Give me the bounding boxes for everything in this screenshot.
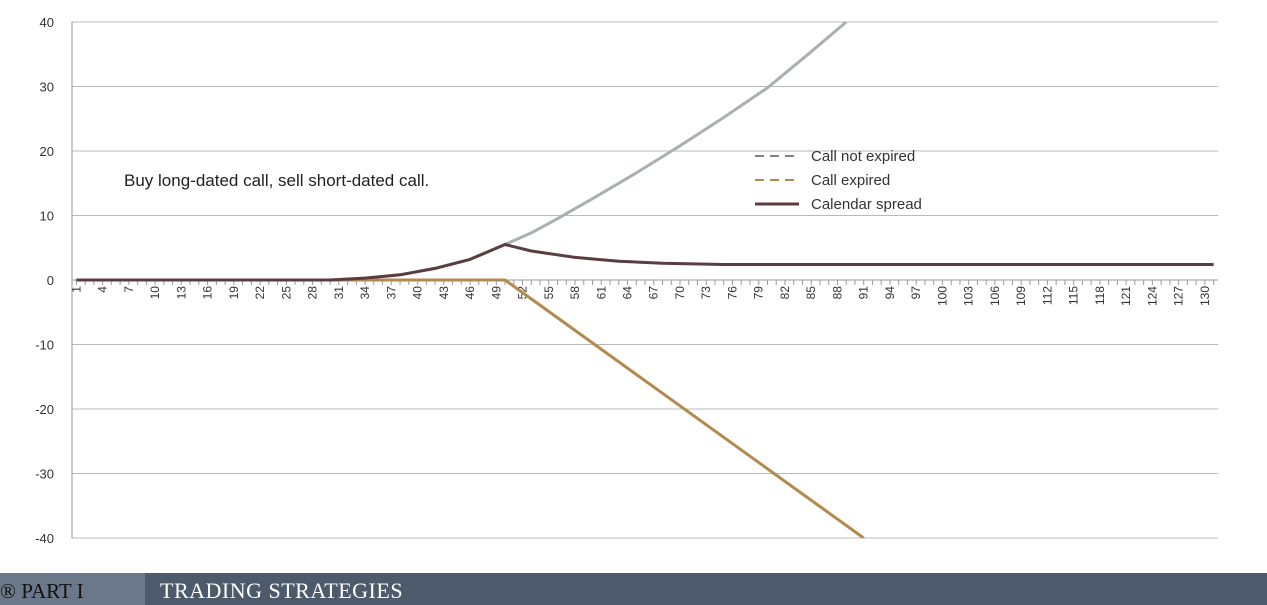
series-line-calendar-spread (76, 243, 1214, 282)
legend-label: Call expired (811, 172, 890, 189)
slide-footer: ® PART I TRADING STRATEGIES (0, 573, 1267, 605)
y-tick-label: 40 (40, 15, 54, 30)
y-tick-label: 20 (40, 144, 54, 159)
y-tick-label: 10 (40, 209, 54, 224)
legend-label: Call not expired (811, 148, 915, 165)
x-tick-label: 103 (962, 286, 976, 306)
y-tick-label: 0 (47, 273, 54, 288)
x-tick-label: 1 (69, 286, 83, 293)
legend-label: Calendar spread (811, 196, 922, 213)
x-tick-label: 115 (1067, 286, 1081, 305)
x-tick-label: 67 (647, 286, 661, 300)
chart-annotation: Buy long-dated call, sell short-dated ca… (124, 171, 429, 190)
y-tick-label: -10 (35, 338, 54, 353)
x-tick-label: 25 (279, 286, 293, 300)
y-tick-label: -30 (35, 467, 54, 482)
x-tick-label: 22 (253, 286, 267, 300)
y-tick-labels: 40 30 20 10 0 -10 -20 -30 -40 (35, 15, 54, 546)
x-tick-label: 124 (1145, 286, 1159, 306)
x-tick-label: 61 (594, 286, 608, 300)
x-tick-label: 70 (673, 286, 687, 300)
x-tick-label: 106 (988, 286, 1002, 306)
y-tick-label: -40 (35, 531, 54, 546)
x-tick-label: 46 (463, 286, 477, 300)
footer-section-title: TRADING STRATEGIES (160, 578, 404, 603)
x-tick-label: 82 (778, 286, 792, 300)
x-tick-label: 130 (1198, 286, 1212, 306)
x-tick-label: 37 (384, 286, 398, 300)
x-tick-label: 100 (935, 286, 949, 306)
footer-part-label: ® PART I (0, 573, 145, 605)
x-tick-label: 79 (752, 286, 766, 300)
y-tick-label: 30 (40, 80, 54, 95)
series-lines (76, 22, 1214, 538)
x-tick-label: 10 (148, 286, 162, 300)
x-tick-label: 43 (437, 286, 451, 300)
x-tick-label: 58 (568, 286, 582, 300)
x-tick-label: 85 (804, 286, 818, 300)
x-tick-label: 121 (1119, 286, 1133, 306)
x-tick-label: 31 (332, 286, 346, 300)
x-tick-label: 16 (201, 286, 215, 300)
x-tick-label: 28 (306, 286, 320, 300)
x-tick-label: 88 (830, 286, 844, 300)
legend: Call not expired Call expired Calendar spr… (755, 148, 922, 213)
x-tick-label: 127 (1172, 286, 1186, 306)
x-tick-label: 4 (96, 286, 110, 293)
gridlines (72, 21, 1218, 539)
x-tick-label: 55 (542, 286, 556, 300)
x-tick-label: 34 (358, 286, 372, 300)
x-tick-label: 19 (227, 286, 241, 300)
x-tick-label: 91 (857, 286, 871, 300)
x-tick-label: 76 (725, 286, 739, 300)
x-tick-label: 49 (489, 286, 503, 300)
x-tick-labels: 1 4 7 10 13 16 19 22 25 28 31 34 37 40 43 46 49 52 55 58 61 6… (69, 286, 1212, 306)
x-tick-label: 64 (621, 286, 635, 300)
x-tick-label: 13 (174, 286, 188, 300)
x-tick-label: 7 (122, 286, 136, 293)
x-tick-label: 112 (1040, 286, 1054, 305)
x-tick-label: 94 (883, 286, 897, 300)
x-tick-label: 118 (1093, 286, 1107, 305)
x-tick-label: 109 (1014, 286, 1028, 306)
y-tick-label: -20 (35, 402, 54, 417)
x-tick-label: 73 (699, 286, 713, 300)
x-tick-label: 97 (909, 286, 923, 300)
x-tick-label: 40 (411, 286, 425, 300)
